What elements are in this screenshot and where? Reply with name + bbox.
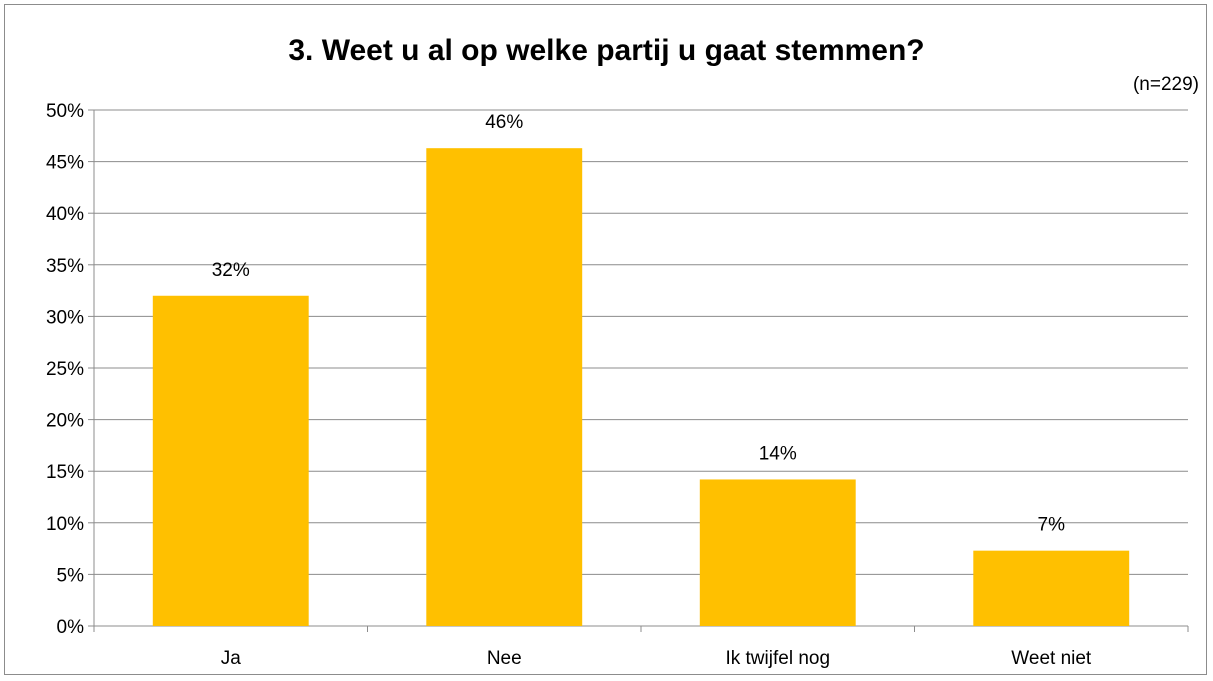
- y-tick-label: 20%: [46, 411, 84, 432]
- chart-title: 3. Weet u al op welke partij u gaat stem…: [288, 34, 925, 67]
- y-tick-label: 35%: [46, 256, 84, 277]
- y-tick-label: 45%: [46, 153, 84, 174]
- y-tick-label: 25%: [46, 359, 84, 380]
- data-label: 32%: [212, 260, 250, 281]
- sample-size-note: (n=229): [1132, 74, 1199, 95]
- category-label: Nee: [487, 648, 522, 669]
- y-tick-label: 10%: [46, 514, 84, 535]
- data-label: 14%: [759, 443, 797, 464]
- bar: [426, 148, 583, 626]
- y-tick-label: 15%: [46, 462, 84, 483]
- y-tick-label: 50%: [46, 101, 84, 122]
- bar: [699, 479, 856, 626]
- bar: [973, 550, 1130, 626]
- y-tick-label: 30%: [46, 307, 84, 328]
- y-tick-label: 40%: [46, 204, 84, 225]
- y-tick-label: 0%: [57, 617, 85, 638]
- bar: [152, 295, 309, 626]
- data-label: 7%: [1038, 515, 1066, 536]
- category-label: Ik twijfel nog: [725, 648, 830, 669]
- category-label: Ja: [221, 648, 242, 669]
- data-label: 46%: [485, 112, 523, 133]
- y-tick-label: 5%: [57, 565, 85, 586]
- category-label: Weet niet: [1011, 648, 1092, 669]
